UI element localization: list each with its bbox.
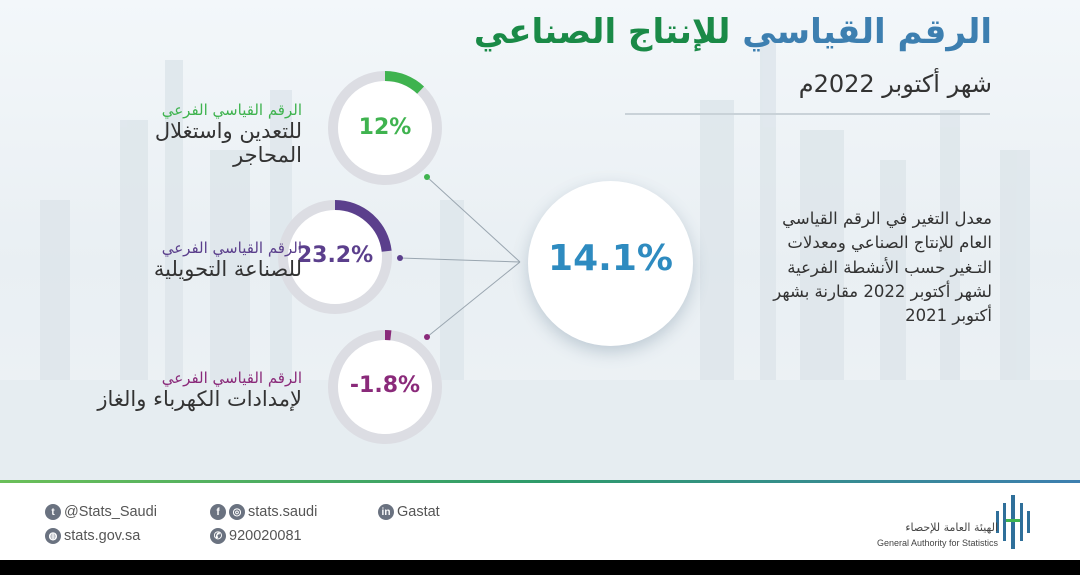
- social-handle[interactable]: stats.saudi: [248, 504, 318, 520]
- electricity-label: الرقم القياسي الفرعي لإمدادات الكهرباء و…: [97, 369, 302, 412]
- logo-arabic-name: الهيئة العامة للإحصاء: [905, 521, 998, 534]
- twitter-icon: t: [45, 504, 61, 520]
- twitter-handle[interactable]: @Stats_Saudi: [64, 504, 157, 520]
- electricity-connector: [426, 261, 521, 338]
- phone-icon: ✆: [210, 528, 226, 544]
- electricity-label-small: الرقم القياسي الفرعي: [161, 369, 302, 387]
- logo-english-name: General Authority for Statistics: [876, 538, 998, 548]
- manufacturing-label: الرقم القياسي الفرعي للصناعة التحويلية: [153, 239, 302, 282]
- mining-ring-progress: [384, 71, 425, 94]
- center-circle: [528, 181, 693, 346]
- overall-index-value: 14.1%: [548, 238, 673, 279]
- subtitle-underline: [625, 113, 990, 115]
- phone-contact[interactable]: ✆ 920020081: [210, 528, 302, 544]
- linkedin-icon: in: [378, 504, 394, 520]
- mining-value: 12%: [358, 115, 412, 140]
- electricity-value: -1.8%: [349, 373, 421, 398]
- title-part-2: للإنتاج الصناعي: [473, 12, 731, 52]
- manufacturing-label-small: الرقم القياسي الفرعي: [161, 239, 302, 257]
- manufacturing-connector-dot: [397, 255, 403, 261]
- manufacturing-label-line1: للصناعة التحويلية: [153, 257, 302, 282]
- facebook-icon: f: [210, 504, 226, 520]
- mining-connector: [426, 176, 521, 263]
- manufacturing-connector: [399, 257, 521, 263]
- twitter-contact[interactable]: t @Stats_Saudi: [45, 504, 157, 520]
- refinery-background: [0, 40, 1080, 480]
- website-link[interactable]: stats.gov.sa: [64, 528, 141, 544]
- electricity-connector-dot: [424, 334, 430, 340]
- electricity-label-line1: لإمدادات الكهرباء والغاز: [97, 387, 302, 412]
- instagram-icon: ◎: [229, 504, 245, 520]
- linkedin-handle[interactable]: Gastat: [397, 504, 440, 520]
- social-contact[interactable]: f ◎ stats.saudi: [210, 504, 317, 520]
- linkedin-contact[interactable]: in Gastat: [378, 504, 440, 520]
- mining-connector-dot: [424, 174, 430, 180]
- phone-number[interactable]: 920020081: [229, 528, 302, 544]
- title-part-1: الرقم القياسي: [742, 12, 992, 52]
- overall-description: معدل التغير في الرقم القياسي العام للإنت…: [773, 209, 992, 325]
- mining-label: الرقم القياسي الفرعي للتعدين واستغلال ال…: [154, 101, 302, 168]
- website-contact[interactable]: ◍ stats.gov.sa: [45, 528, 140, 544]
- gastat-logo-icon: [996, 495, 1030, 549]
- footer-divider: [0, 480, 1080, 483]
- globe-icon: ◍: [45, 528, 61, 544]
- rings-graphic: [278, 71, 521, 444]
- connector-lines: [397, 174, 521, 340]
- page-title: الرقم القياسي للإنتاج الصناعي: [474, 12, 992, 52]
- mining-label-line1: للتعدين واستغلال: [154, 119, 302, 144]
- manufacturing-ring-progress: [334, 200, 392, 252]
- infographic-stage: [0, 0, 1080, 480]
- footer: [0, 483, 1080, 560]
- mining-label-line2: المحاجر: [233, 143, 302, 168]
- page-subtitle: شهر أكتوبر 2022م: [798, 70, 992, 98]
- mining-label-small: الرقم القياسي الفرعي: [161, 101, 302, 119]
- sub-index-rings: [278, 71, 442, 444]
- manufacturing-value: 23.2%: [296, 243, 374, 268]
- bottom-black-bar: [0, 560, 1080, 575]
